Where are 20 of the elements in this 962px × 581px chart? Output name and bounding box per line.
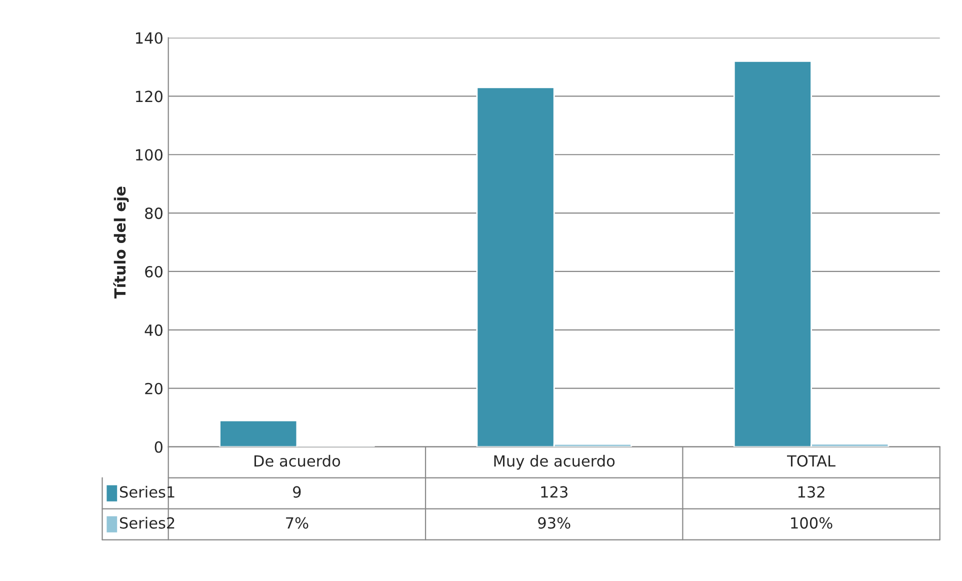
y-tick-label: 60 bbox=[145, 266, 162, 278]
y-tick-label: 40 bbox=[144, 324, 162, 336]
legend-label: Series1 bbox=[120, 486, 174, 498]
data-label: 7% bbox=[286, 517, 308, 529]
data-label: 93% bbox=[538, 517, 570, 529]
y-axis-title: Título del eje bbox=[113, 186, 129, 299]
data-label: 9 bbox=[293, 486, 301, 498]
y-tick-label: 100 bbox=[136, 149, 162, 161]
y-tick-label: 80 bbox=[145, 208, 162, 220]
data-label: 132 bbox=[798, 486, 824, 498]
x-tick-label: TOTAL bbox=[787, 455, 836, 467]
x-tick-label: Muy de acuerdo bbox=[494, 454, 615, 470]
data-label: 100% bbox=[791, 517, 832, 529]
legend-label: Series2 bbox=[120, 516, 174, 529]
y-tick-label: 0 bbox=[154, 441, 162, 453]
x-tick-label: De acuerdo bbox=[254, 454, 340, 467]
y-tick-label: 120 bbox=[136, 90, 162, 102]
y-tick-label: 20 bbox=[145, 382, 162, 394]
data-label: 123 bbox=[541, 486, 568, 498]
y-tick-label: 140 bbox=[136, 32, 162, 44]
